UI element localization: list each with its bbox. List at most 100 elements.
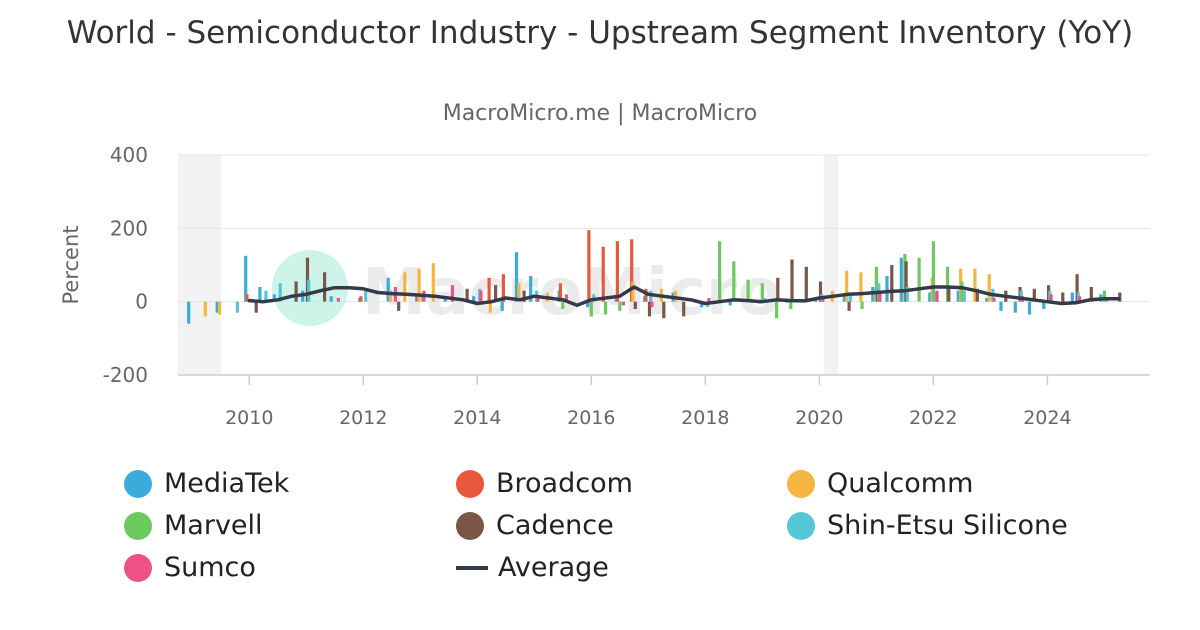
x-tick-label: 2016 [567,407,615,429]
bar-marvell [746,279,750,302]
legend-item-cadence[interactable]: Cadence [456,510,614,541]
bar-cadence [1032,288,1036,302]
bar-cadence [890,265,894,302]
bar-sumco [621,301,625,306]
bar-marvell [604,301,608,315]
bar-cadence [818,281,823,302]
bar-shin-etsu-silicone [848,292,852,302]
bar-marvell [718,241,722,302]
bar-mediatek [885,276,889,302]
shaded-range-0 [178,155,221,375]
bar-broadcom [359,296,363,302]
bar-qualcomm [431,263,435,302]
legend-item-mediatek[interactable]: MediaTek [124,468,289,499]
bar-qualcomm [203,301,207,317]
legend-dot-icon [124,511,152,540]
bar-cadence [1075,274,1079,302]
bar-cadence [397,301,401,311]
bar-shin-etsu-silicone [364,290,368,302]
bar-sumco [1077,296,1082,302]
bar-marvell [874,266,878,302]
legend-dot-icon [787,511,815,540]
bar-marvell [618,301,622,311]
bar-cadence [323,272,327,302]
watermark: MacroMicro [272,250,781,330]
legend-item-average[interactable]: Average [456,552,609,583]
bar-mediatek [956,290,960,302]
y-tick-label: -200 [103,363,148,387]
bar-sumco [707,298,711,302]
bar-mediatek [1013,301,1017,313]
bar-mediatek [244,255,248,302]
chart-subtitle: MacroMicro.me | MacroMicro [442,101,758,126]
bar-broadcom [587,230,591,302]
bar-marvell [732,261,736,302]
shaded-range-1 [823,155,839,375]
bar-qualcomm [987,274,991,302]
bar-mediatek [1042,301,1046,309]
bar-cadence [682,301,686,317]
bar-marvell [946,266,950,302]
bar-marvell [789,301,793,309]
x-tick-label: 2014 [453,407,501,429]
bar-mediatek [187,301,191,324]
bar-mediatek [785,301,789,303]
bar-marvell [1102,290,1106,302]
legend-item-qualcomm[interactable]: Qualcomm [787,468,973,499]
bar-shin-etsu-silicone [307,279,311,302]
legend-label: MediaTek [164,468,290,499]
bar-broadcom [245,294,249,302]
y-tick-label: 400 [110,143,148,167]
bar-marvell [561,301,565,309]
bar-cadence [254,301,258,313]
bar-marvell [860,301,864,309]
bar-mediatek [514,252,519,302]
legend-item-broadcom[interactable]: Broadcom [456,468,633,499]
legend-label: Cadence [496,510,614,541]
legend-item-shin-etsu-silicone[interactable]: Shin-Etsu Silicone [787,510,1068,541]
bar-marvell [589,301,593,317]
bar-mediatek [1027,301,1032,315]
bar-cadence [294,281,298,302]
bar-mediatek [985,298,989,302]
bar-qualcomm [403,272,407,302]
bar-sumco [450,285,454,302]
bar-mediatek [700,301,704,308]
bar-cadence [522,290,526,302]
legend-label: Qualcomm [827,468,974,499]
bar-cadence [494,285,498,302]
bar-cadence [1118,292,1122,302]
axes: 400 200 0 -200 2010 2012 2014 2016 2018 2020 2022 2… [103,143,1150,429]
bar-shin-etsu-silicone [278,283,282,302]
bar-cadence [804,266,808,302]
bar-marvell [960,281,964,302]
bar-mediatek [472,296,476,302]
x-tick-label: 2024 [1023,407,1071,429]
legend-label: Marvell [164,510,263,541]
bar-cadence [975,288,979,302]
bar-marvell [760,283,764,302]
bar-cadence [633,301,637,309]
bar-mediatek [728,301,732,306]
bar-qualcomm [973,268,977,302]
legend-item-marvell[interactable]: Marvell [124,510,263,541]
legend-dot-icon [456,511,484,540]
bar-marvell [931,241,935,302]
bar-marvell [917,257,921,302]
series-line-average [247,285,1121,308]
bar-qualcomm [845,270,849,302]
bar-mediatek [899,257,903,302]
bar-sumco [992,298,996,302]
x-tick-label: 2010 [225,407,273,429]
legend-item-sumco[interactable]: Sumco [124,552,256,583]
bar-mediatek [586,301,590,308]
bar-sumco [1049,294,1053,302]
bar-sumco [935,290,939,302]
bar-sumco [479,290,483,302]
x-tick-label: 2022 [909,407,957,429]
bar-mediatek [258,287,262,302]
bar-qualcomm [488,301,492,313]
legend-label: Sumco [164,552,256,583]
bar-shin-etsu-silicone [962,290,966,302]
